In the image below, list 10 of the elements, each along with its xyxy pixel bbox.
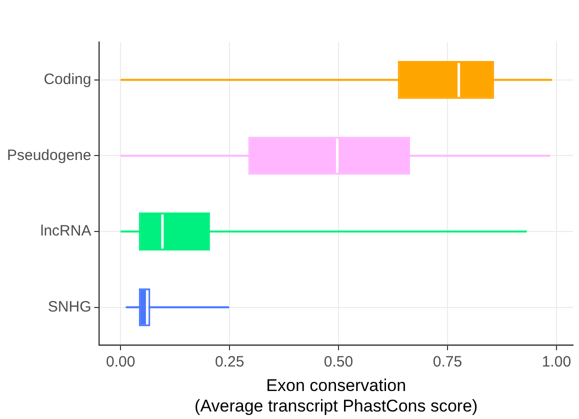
y-tick-label: Coding — [44, 71, 92, 88]
y-tick-label: lncRNA — [40, 222, 92, 240]
x-tick-label: 0.00 — [106, 353, 136, 370]
x-tick-label: 0.75 — [432, 353, 462, 370]
x-tick-label: 0.50 — [324, 353, 354, 370]
x-tick-label: 0.25 — [214, 353, 244, 370]
x-tick-label: 1.00 — [542, 353, 572, 370]
y-tick-label: Pseudogene — [6, 146, 92, 164]
y-tick-label: SNHG — [48, 298, 92, 316]
x-axis-title: Exon conservation (Average transcript PhastCons score) — [194, 376, 478, 416]
